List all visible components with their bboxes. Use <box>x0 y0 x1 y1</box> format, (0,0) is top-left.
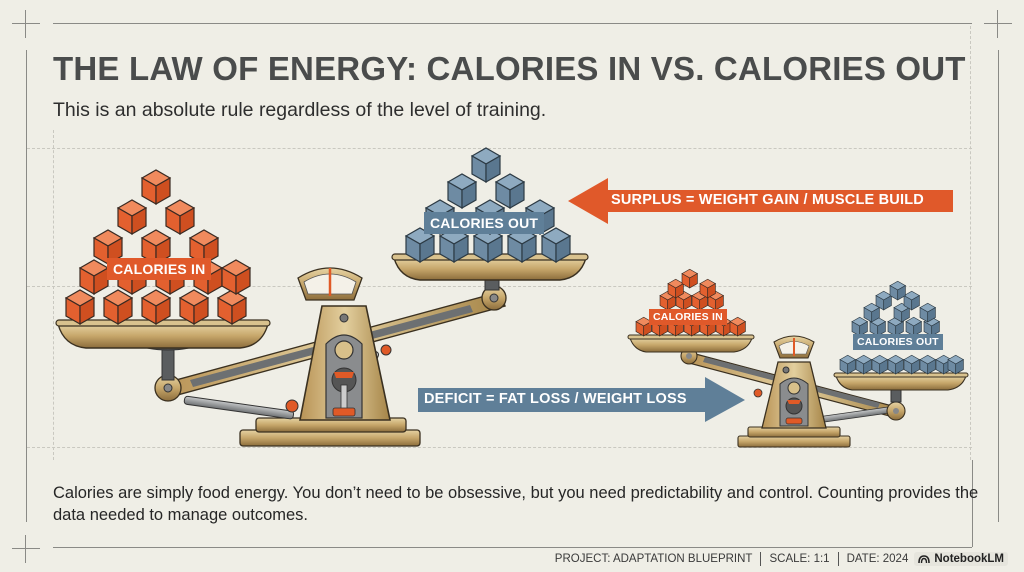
footer-project: PROJECT: ADAPTATION BLUEPRINT <box>554 553 753 565</box>
guide-line <box>53 130 54 460</box>
surplus-arrow <box>568 178 953 224</box>
small-calories-in-cubes <box>636 269 745 336</box>
guide-line <box>27 447 972 448</box>
corner-cross-top-right <box>984 10 1012 38</box>
small-calories-out-label: CALORIES OUT <box>853 334 943 350</box>
guide-line <box>970 26 971 460</box>
footer-date: DATE: 2024 <box>846 553 909 565</box>
calories-in-cubes <box>65 169 251 325</box>
calories-in-label: CALORIES IN <box>107 258 212 280</box>
footer-divider <box>760 552 762 566</box>
corner-cross-top-left <box>12 10 40 38</box>
calories-out-cubes <box>405 147 571 263</box>
small-scale <box>627 269 969 448</box>
footer-scale: SCALE: 1:1 <box>769 553 830 565</box>
explanation-text: Calories are simply food energy. You don… <box>53 484 979 524</box>
frame-left-line <box>26 50 27 522</box>
small-calories-out-cubes <box>840 281 963 374</box>
notebooklm-logo-icon <box>918 555 931 564</box>
footer: PROJECT: ADAPTATION BLUEPRINT SCALE: 1:1… <box>555 552 1008 566</box>
deficit-arrow <box>418 377 745 422</box>
frame-right-line <box>998 50 999 522</box>
notebooklm-badge: NotebookLM <box>914 552 1008 566</box>
calories-out-label: CALORIES OUT <box>424 212 545 234</box>
guide-line <box>27 148 972 149</box>
deficit-arrow-label: DEFICIT = FAT LOSS / WEIGHT LOSS <box>424 391 687 407</box>
page-subtitle: This is an absolute rule regardless of t… <box>53 99 547 121</box>
large-scale <box>55 147 589 447</box>
footer-divider <box>837 552 839 566</box>
page-title: THE LAW OF ENERGY: CALORIES IN VS. CALOR… <box>53 50 966 87</box>
frame-inner-right-line <box>972 460 973 547</box>
corner-cross-bottom-left <box>12 535 40 563</box>
small-calories-in-label: CALORIES IN <box>649 309 727 325</box>
frame-bottom-line <box>53 547 972 548</box>
frame-top-line <box>53 23 972 24</box>
brand-name: NotebookLM <box>934 553 1004 565</box>
surplus-arrow-label: SURPLUS = WEIGHT GAIN / MUSCLE BUILD <box>611 192 924 208</box>
